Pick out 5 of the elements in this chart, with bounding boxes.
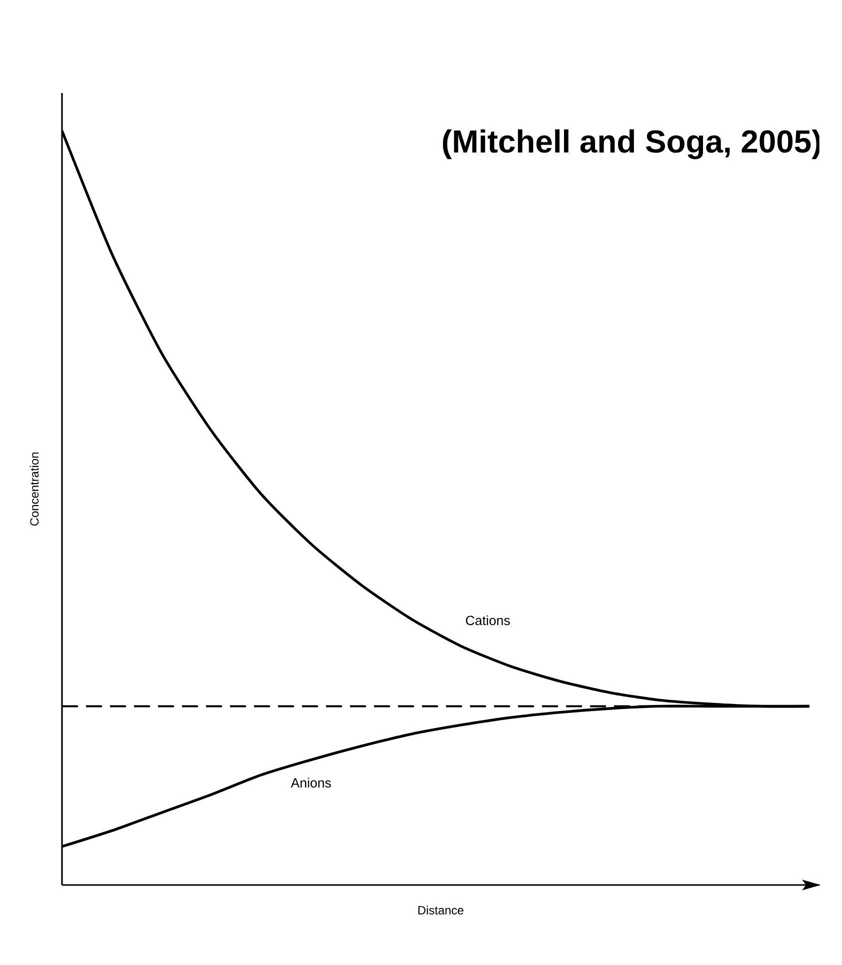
series-label: Cations <box>466 615 510 626</box>
x-axis-title: Distance <box>418 906 464 914</box>
annotation: (Mitchell and Soga, 2005) <box>442 129 821 160</box>
series-label: Anions <box>290 778 331 788</box>
y-axis-title: Concentration <box>30 452 39 526</box>
